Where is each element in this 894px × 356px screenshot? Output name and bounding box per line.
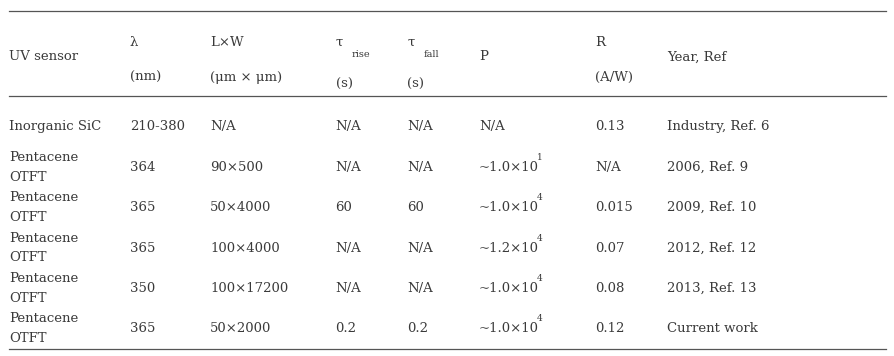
- Text: N/A: N/A: [595, 161, 620, 174]
- Text: N/A: N/A: [478, 120, 504, 134]
- Text: Pentacene: Pentacene: [9, 272, 78, 285]
- Text: Year, Ref: Year, Ref: [666, 51, 725, 63]
- Text: L×W: L×W: [210, 36, 244, 49]
- Text: 0.2: 0.2: [335, 322, 356, 335]
- Text: N/A: N/A: [407, 161, 433, 174]
- Text: ~1.0×10: ~1.0×10: [478, 161, 538, 174]
- Text: Industry, Ref. 6: Industry, Ref. 6: [666, 120, 769, 134]
- Text: ~1.0×10: ~1.0×10: [478, 282, 538, 295]
- Text: OTFT: OTFT: [9, 292, 46, 305]
- Text: 364: 364: [130, 161, 155, 174]
- Text: N/A: N/A: [335, 241, 361, 255]
- Text: 60: 60: [335, 201, 352, 214]
- Text: 2012, Ref. 12: 2012, Ref. 12: [666, 241, 755, 255]
- Text: 2006, Ref. 9: 2006, Ref. 9: [666, 161, 747, 174]
- Text: 350: 350: [130, 282, 155, 295]
- Text: N/A: N/A: [210, 120, 236, 134]
- Text: λ: λ: [130, 36, 138, 49]
- Text: 0.2: 0.2: [407, 322, 427, 335]
- Text: R: R: [595, 36, 604, 49]
- Text: OTFT: OTFT: [9, 211, 46, 224]
- Text: Current work: Current work: [666, 322, 757, 335]
- Text: τ: τ: [335, 36, 342, 49]
- Text: N/A: N/A: [335, 161, 361, 174]
- Text: 0.08: 0.08: [595, 282, 624, 295]
- Text: N/A: N/A: [335, 282, 361, 295]
- Text: N/A: N/A: [407, 282, 433, 295]
- Text: ~1.2×10: ~1.2×10: [478, 241, 538, 255]
- Text: 2013, Ref. 13: 2013, Ref. 13: [666, 282, 755, 295]
- Text: 4: 4: [536, 234, 542, 242]
- Text: 365: 365: [130, 322, 155, 335]
- Text: 60: 60: [407, 201, 424, 214]
- Text: (nm): (nm): [130, 71, 161, 84]
- Text: N/A: N/A: [407, 241, 433, 255]
- Text: Pentacene: Pentacene: [9, 192, 78, 204]
- Text: 50×4000: 50×4000: [210, 201, 272, 214]
- Text: 100×4000: 100×4000: [210, 241, 280, 255]
- Text: Pentacene: Pentacene: [9, 232, 78, 245]
- Text: (s): (s): [335, 78, 352, 91]
- Text: 4: 4: [536, 314, 542, 323]
- Text: 1: 1: [536, 153, 542, 162]
- Text: OTFT: OTFT: [9, 171, 46, 184]
- Text: ~1.0×10: ~1.0×10: [478, 322, 538, 335]
- Text: τ: τ: [407, 36, 414, 49]
- Text: 365: 365: [130, 241, 155, 255]
- Text: rise: rise: [351, 50, 370, 59]
- Text: 50×2000: 50×2000: [210, 322, 272, 335]
- Text: N/A: N/A: [335, 120, 361, 134]
- Text: Pentacene: Pentacene: [9, 313, 78, 325]
- Text: (A/W): (A/W): [595, 71, 632, 84]
- Text: 4: 4: [536, 274, 542, 283]
- Text: 2009, Ref. 10: 2009, Ref. 10: [666, 201, 755, 214]
- Text: (s): (s): [407, 78, 424, 91]
- Text: 365: 365: [130, 201, 155, 214]
- Text: UV sensor: UV sensor: [9, 51, 78, 63]
- Text: 210-380: 210-380: [130, 120, 184, 134]
- Text: P: P: [478, 51, 487, 63]
- Text: 0.12: 0.12: [595, 322, 624, 335]
- Text: Pentacene: Pentacene: [9, 151, 78, 164]
- Text: OTFT: OTFT: [9, 251, 46, 264]
- Text: 0.13: 0.13: [595, 120, 624, 134]
- Text: Inorganic SiC: Inorganic SiC: [9, 120, 101, 134]
- Text: 4: 4: [536, 193, 542, 202]
- Text: (μm × μm): (μm × μm): [210, 71, 283, 84]
- Text: N/A: N/A: [407, 120, 433, 134]
- Text: 0.015: 0.015: [595, 201, 632, 214]
- Text: fall: fall: [423, 50, 438, 59]
- Text: 90×500: 90×500: [210, 161, 263, 174]
- Text: ~1.0×10: ~1.0×10: [478, 201, 538, 214]
- Text: 0.07: 0.07: [595, 241, 624, 255]
- Text: 100×17200: 100×17200: [210, 282, 288, 295]
- Text: OTFT: OTFT: [9, 332, 46, 345]
